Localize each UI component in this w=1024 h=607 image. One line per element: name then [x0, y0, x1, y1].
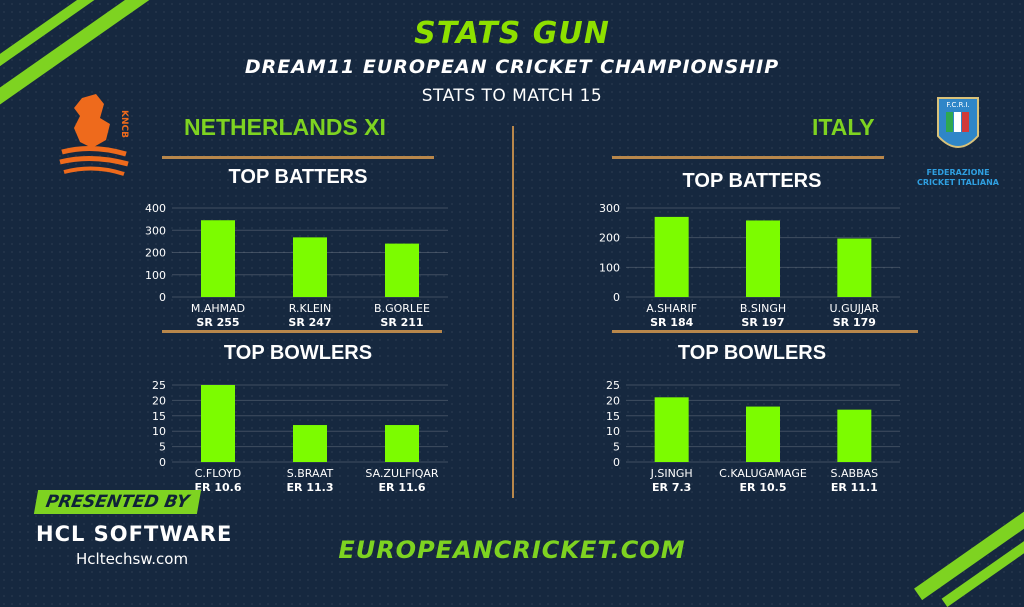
y-tick-label: 10 — [606, 425, 620, 438]
bar — [654, 397, 689, 462]
y-tick-label: 0 — [159, 291, 166, 304]
section-title-left-batters: TOP BATTERS — [228, 166, 368, 188]
y-tick-label: 25 — [152, 379, 166, 392]
stat-label: SR 255 — [196, 316, 239, 329]
category-label: C.FLOYD — [195, 467, 242, 480]
y-tick-label: 0 — [159, 456, 166, 469]
category-label: C.KALUGAMAGE — [719, 467, 807, 480]
bar — [293, 425, 327, 462]
y-tick-label: 200 — [599, 232, 620, 245]
bar — [837, 238, 872, 297]
category-label: R.KLEIN — [289, 302, 332, 315]
y-tick-label: 5 — [159, 441, 166, 454]
stat-label: ER 11.1 — [831, 481, 878, 494]
section-title-right-batters: TOP BATTERS — [682, 170, 822, 192]
divider-left-mid — [162, 330, 442, 333]
category-label: A.SHARIF — [646, 302, 697, 315]
y-tick-label: 10 — [152, 425, 166, 438]
category-label: J.SINGH — [650, 467, 693, 480]
section-title-right-bowlers: TOP BOWLERS — [677, 342, 827, 364]
presented-by-badge: PRESENTED BY — [33, 490, 201, 514]
page-title: DREAM11 EUROPEAN CRICKET CHAMPIONSHIP — [244, 56, 780, 78]
divider-right-mid — [612, 330, 918, 333]
y-tick-label: 100 — [599, 261, 620, 274]
fcri-shield-logo: F.C.R.I. — [937, 97, 979, 148]
bar — [837, 409, 872, 462]
stat-label: SR 211 — [380, 316, 423, 329]
y-tick-label: 100 — [145, 269, 166, 282]
bar — [293, 237, 327, 297]
category-label: B.SINGH — [740, 302, 786, 315]
page-subtitle: STATS TO MATCH 15 — [421, 86, 603, 106]
kncb-lion-logo: KNCB — [59, 94, 129, 176]
category-label: SA.ZULFIQAR — [365, 467, 438, 480]
brand-title: STATS GUN — [414, 16, 610, 51]
y-tick-label: 300 — [145, 224, 166, 237]
y-tick-label: 300 — [599, 202, 620, 215]
bar — [201, 385, 235, 462]
y-tick-label: 20 — [152, 394, 166, 407]
y-tick-label: 15 — [606, 410, 620, 423]
team-name-right: ITALY — [812, 114, 875, 140]
category-label: B.GORLEE — [374, 302, 430, 315]
bar — [201, 220, 235, 297]
center-divider — [512, 126, 514, 498]
bar — [385, 425, 419, 462]
stat-label: ER 11.6 — [379, 481, 426, 494]
sponsor-site[interactable]: Hcltechsw.com — [76, 550, 189, 568]
sponsor-name: HCL SOFTWARE — [36, 522, 233, 546]
category-label: S.BRAAT — [287, 467, 334, 480]
stat-label: SR 179 — [833, 316, 876, 329]
website-link[interactable]: EUROPEANCRICKET.COM — [338, 536, 686, 564]
y-tick-label: 5 — [613, 441, 620, 454]
y-tick-label: 25 — [606, 379, 620, 392]
divider-right-top — [612, 156, 884, 159]
bar — [746, 220, 780, 297]
stat-label: SR 247 — [288, 316, 331, 329]
bar — [385, 243, 419, 297]
category-label: M.AHMAD — [191, 302, 245, 315]
y-tick-label: 0 — [613, 291, 620, 304]
fcri-logo-text: F.C.R.I. — [946, 101, 969, 109]
stat-label: ER 10.5 — [740, 481, 787, 494]
stat-label: ER 10.6 — [195, 481, 242, 494]
fcri-caption-1: FEDERAZIONE — [926, 168, 990, 177]
category-label: U.GUJJAR — [830, 302, 880, 315]
bar — [746, 406, 780, 462]
category-label: S.ABBAS — [831, 467, 879, 480]
fcri-caption-2: CRICKET ITALIANA — [917, 178, 999, 187]
team-name-left: NETHERLANDS XI — [184, 114, 386, 140]
stat-label: ER 11.3 — [287, 481, 334, 494]
y-tick-label: 0 — [613, 456, 620, 469]
y-tick-label: 20 — [606, 394, 620, 407]
divider-left-top — [162, 156, 434, 159]
stat-label: SR 197 — [741, 316, 784, 329]
y-tick-label: 15 — [152, 410, 166, 423]
y-tick-label: 400 — [145, 202, 166, 215]
stat-label: ER 7.3 — [652, 481, 691, 494]
y-tick-label: 200 — [145, 247, 166, 260]
stat-label: SR 184 — [650, 316, 694, 329]
bar — [654, 216, 689, 297]
kncb-logo-text: KNCB — [119, 110, 129, 138]
section-title-left-bowlers: TOP BOWLERS — [223, 342, 373, 364]
